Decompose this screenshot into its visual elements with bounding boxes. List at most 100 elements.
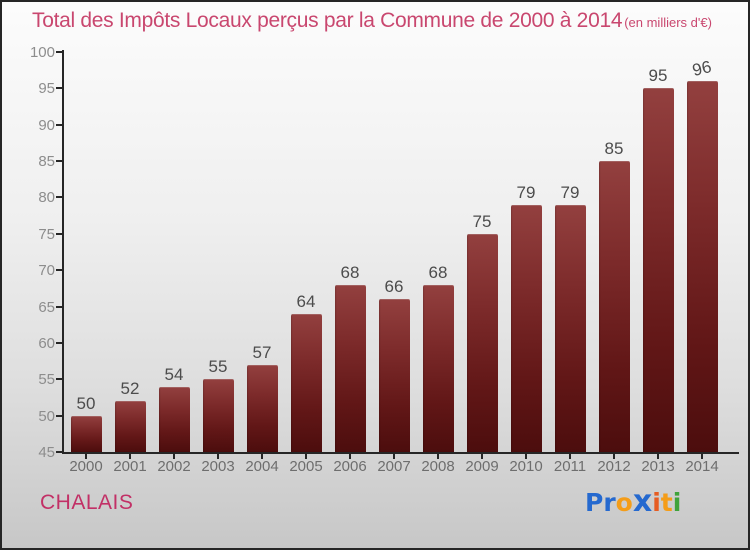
x-axis-tick (261, 454, 263, 459)
logo-letter: i (672, 488, 682, 517)
x-axis-tick (657, 454, 659, 459)
bar-value-label: 95 (648, 66, 668, 86)
x-axis-label: 2000 (69, 458, 103, 475)
bar-value-label: 57 (252, 342, 272, 362)
x-axis-label: 2009 (465, 458, 499, 475)
bar-value-label: 52 (120, 379, 140, 399)
y-axis-label: 50 (38, 407, 55, 425)
x-axis-tick (481, 454, 483, 459)
bar-value-label: 68 (340, 262, 360, 282)
y-axis-tick (56, 414, 62, 417)
y-axis-label: 60 (38, 334, 55, 352)
x-axis-tick (393, 454, 395, 459)
chart-header: Total des Impôts Locaux perçus par la Co… (32, 9, 712, 33)
y-axis-label: 45 (38, 444, 55, 461)
y-axis-label: 80 (38, 189, 55, 207)
x-axis-label: 2007 (377, 458, 411, 475)
x-axis-label: 2010 (509, 458, 543, 475)
x-axis-label: 2001 (113, 458, 147, 475)
logo-letter: i (652, 488, 661, 517)
x-axis-label: 2006 (333, 458, 367, 475)
y-axis-tick (56, 51, 62, 53)
x-axis-tick (613, 454, 615, 459)
x-axis-tick (701, 454, 703, 459)
logo-letter: x (632, 484, 653, 519)
y-axis-label: 90 (38, 116, 55, 134)
bar (158, 386, 190, 452)
y-axis-tick (56, 269, 62, 272)
bar (246, 364, 278, 452)
x-axis-label: 2008 (421, 458, 455, 475)
bar (202, 379, 234, 452)
logo-letter: t (660, 488, 673, 517)
y-axis-tick (56, 341, 62, 344)
bar (598, 161, 630, 452)
logo-letter: r (603, 488, 616, 517)
y-axis-tick (56, 232, 62, 235)
x-axis-tick (349, 454, 351, 459)
bar (334, 284, 366, 452)
y-axis-label: 70 (38, 262, 55, 280)
x-axis-tick (569, 454, 571, 459)
x-axis-tick (217, 454, 219, 459)
y-axis-tick (56, 451, 62, 453)
x-axis-label: 2014 (685, 458, 719, 475)
bar (466, 233, 498, 452)
y-axis-tick (56, 378, 62, 381)
bar (554, 204, 586, 452)
bar (290, 313, 322, 452)
y-axis-label: 100 (29, 44, 55, 61)
x-axis-label: 2004 (245, 458, 279, 475)
y-axis-tick (56, 305, 62, 308)
x-axis-tick (305, 454, 307, 459)
x-axis-label: 2012 (597, 458, 631, 475)
bar (422, 284, 454, 452)
chart-title: Total des Impôts Locaux perçus par la Co… (32, 9, 623, 32)
bar (686, 81, 718, 452)
y-axis-label: 55 (38, 371, 55, 389)
bar (70, 415, 102, 452)
x-axis-label: 2003 (201, 458, 235, 475)
x-axis-line (62, 452, 739, 454)
y-axis-tick (56, 196, 62, 199)
bar (114, 401, 146, 452)
x-axis-tick (437, 454, 439, 459)
commune-name: CHALAIS (40, 491, 134, 514)
bar-value-label: 66 (384, 277, 404, 297)
x-axis-label: 2002 (157, 458, 191, 475)
bar-value-label: 75 (472, 211, 492, 231)
bar-value-label: 68 (428, 262, 448, 282)
y-axis-label: 95 (38, 80, 55, 98)
bar-value-label: 54 (164, 364, 184, 384)
y-axis-tick (56, 87, 62, 90)
y-axis-label: 85 (38, 153, 55, 171)
y-axis-line (62, 50, 64, 454)
bar-value-label: 96 (690, 57, 714, 81)
x-axis-tick (525, 454, 527, 459)
x-axis-label: 2011 (553, 458, 587, 475)
x-axis-tick (173, 454, 175, 459)
x-axis-tick (129, 454, 131, 459)
bar-value-label: 85 (604, 139, 624, 159)
x-axis-label: 2005 (289, 458, 323, 475)
logo-letter: o (615, 488, 633, 517)
bar (510, 204, 542, 452)
bar-value-label: 55 (208, 357, 228, 377)
x-axis-label: 2013 (641, 458, 675, 475)
logo-letter: P (585, 488, 604, 517)
bar-value-label: 64 (296, 291, 316, 311)
x-axis-tick (85, 454, 87, 459)
bar (642, 88, 674, 452)
bar-value-label: 79 (560, 182, 580, 202)
y-axis-label: 65 (38, 298, 55, 316)
y-axis-tick (56, 123, 62, 126)
bar (378, 299, 410, 452)
bar-value-label: 50 (76, 393, 96, 413)
bar-value-label: 79 (516, 182, 536, 202)
chart-subtitle: (en milliers d'€) (624, 15, 712, 30)
y-axis-label: 75 (38, 225, 55, 243)
y-axis-tick (56, 160, 62, 163)
